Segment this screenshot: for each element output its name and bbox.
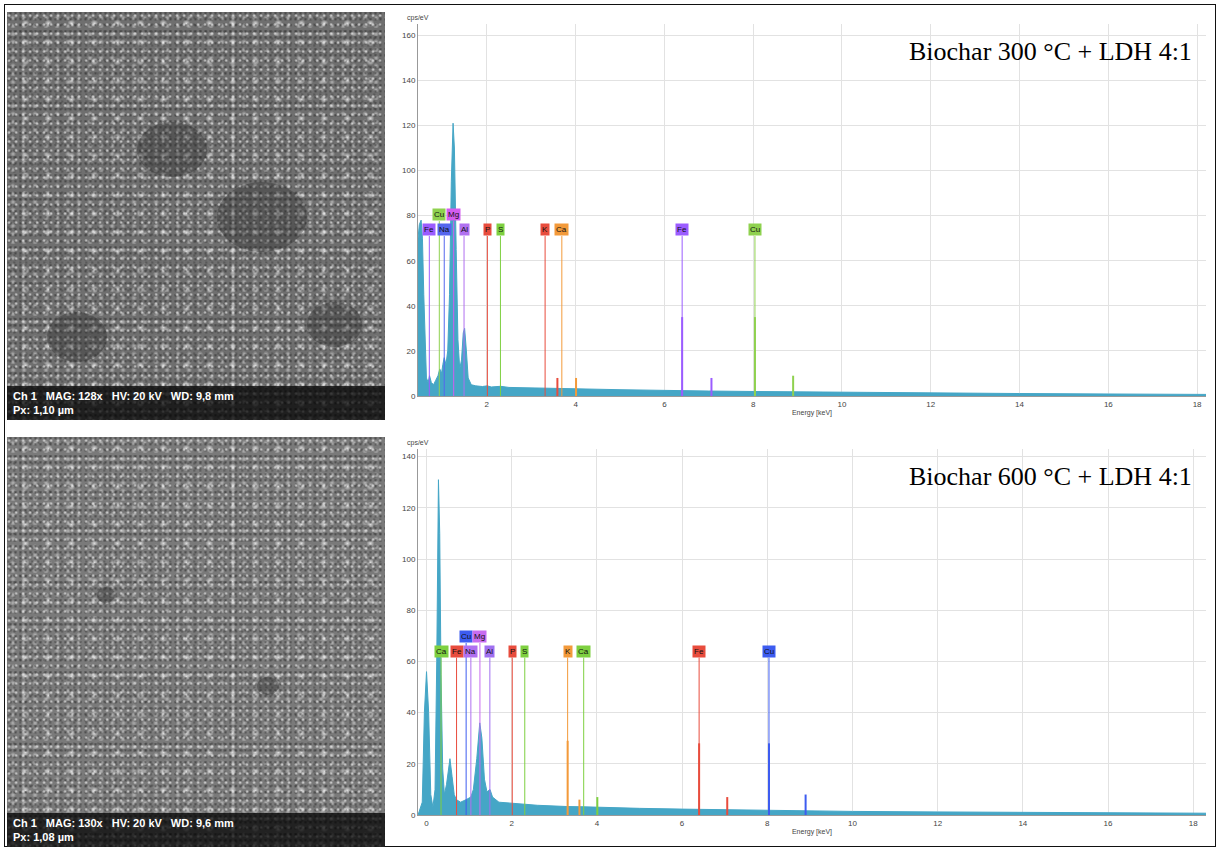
svg-text:Energy [keV]: Energy [keV] xyxy=(792,409,832,417)
html-text:WD: 9,8 mm: WD: 9,8 mm xyxy=(170,390,234,402)
svg-text:4: 4 xyxy=(595,819,600,828)
svg-text:Cu: Cu xyxy=(434,210,444,219)
svg-text:20: 20 xyxy=(406,347,415,356)
svg-text:40: 40 xyxy=(406,708,415,717)
svg-text:16: 16 xyxy=(1104,400,1113,409)
svg-text:0: 0 xyxy=(424,819,429,828)
svg-text:10: 10 xyxy=(838,400,847,409)
svg-text:100: 100 xyxy=(402,555,416,564)
svg-text:Na: Na xyxy=(465,647,476,656)
svg-text:Energy [keV]: Energy [keV] xyxy=(792,828,832,836)
html-text:Px: 1,08 µm: Px: 1,08 µm xyxy=(13,831,74,843)
html-text:WD: 9,6 mm: WD: 9,6 mm xyxy=(170,817,234,829)
svg-text:120: 120 xyxy=(402,504,416,513)
html-text:MAG: 128x: MAG: 128x xyxy=(45,390,103,402)
svg-text:Biochar 300 °C + LDH 4:1: Biochar 300 °C + LDH 4:1 xyxy=(909,37,1192,66)
svg-text:Mg: Mg xyxy=(474,632,485,641)
svg-text:6: 6 xyxy=(662,400,667,409)
svg-text:8: 8 xyxy=(765,819,770,828)
svg-text:18: 18 xyxy=(1189,819,1198,828)
svg-text:160: 160 xyxy=(402,31,416,40)
svg-text:Cu: Cu xyxy=(764,647,774,656)
svg-text:Biochar 600 °C + LDH 4:1: Biochar 600 °C + LDH 4:1 xyxy=(909,462,1192,491)
svg-text:K: K xyxy=(565,647,571,656)
html-text:MAG: 130x: MAG: 130x xyxy=(45,817,103,829)
svg-text:140: 140 xyxy=(402,76,416,85)
svg-text:P: P xyxy=(485,225,490,234)
svg-text:Mg: Mg xyxy=(448,210,459,219)
svg-text:60: 60 xyxy=(406,257,415,266)
svg-text:14: 14 xyxy=(1018,819,1027,828)
svg-text:Al: Al xyxy=(486,647,493,656)
svg-text:0: 0 xyxy=(411,392,416,401)
svg-text:Al: Al xyxy=(461,225,468,234)
html-text:Ch 1: Ch 1 xyxy=(13,390,37,402)
svg-text:60: 60 xyxy=(406,657,415,666)
svg-text:cps/eV: cps/eV xyxy=(407,14,429,22)
svg-text:0: 0 xyxy=(411,811,416,820)
html-text:Px: 1,10 µm: Px: 1,10 µm xyxy=(13,404,74,416)
svg-text:2: 2 xyxy=(509,819,514,828)
html-text:HV: 20 kV: HV: 20 kV xyxy=(111,390,162,402)
svg-text:18: 18 xyxy=(1193,400,1202,409)
svg-text:Fe: Fe xyxy=(694,647,704,656)
svg-text:14: 14 xyxy=(1015,400,1024,409)
svg-text:40: 40 xyxy=(406,302,415,311)
svg-text:80: 80 xyxy=(406,606,415,615)
svg-text:Fe: Fe xyxy=(677,225,687,234)
svg-text:2: 2 xyxy=(485,400,490,409)
svg-text:Cu: Cu xyxy=(750,225,760,234)
svg-text:Na: Na xyxy=(439,225,450,234)
svg-text:6: 6 xyxy=(680,819,685,828)
svg-text:120: 120 xyxy=(402,121,416,130)
svg-text:12: 12 xyxy=(926,400,935,409)
svg-text:4: 4 xyxy=(573,400,578,409)
svg-text:Cu: Cu xyxy=(461,632,471,641)
svg-text:8: 8 xyxy=(751,400,756,409)
svg-text:16: 16 xyxy=(1104,819,1113,828)
svg-text:Ca: Ca xyxy=(556,225,567,234)
svg-text:100: 100 xyxy=(402,166,416,175)
svg-text:10: 10 xyxy=(848,819,857,828)
svg-text:Fe: Fe xyxy=(424,225,434,234)
svg-text:cps/eV: cps/eV xyxy=(407,439,429,447)
svg-text:Ca: Ca xyxy=(436,647,447,656)
svg-text:S: S xyxy=(498,225,503,234)
svg-text:Ca: Ca xyxy=(578,647,589,656)
svg-text:12: 12 xyxy=(933,819,942,828)
html-text:HV: 20 kV: HV: 20 kV xyxy=(111,817,162,829)
svg-text:K: K xyxy=(542,225,548,234)
svg-text:20: 20 xyxy=(406,760,415,769)
svg-text:Fe: Fe xyxy=(452,647,462,656)
svg-text:S: S xyxy=(522,647,527,656)
svg-text:80: 80 xyxy=(406,211,415,220)
svg-text:140: 140 xyxy=(402,452,416,461)
html-text:Ch 1: Ch 1 xyxy=(13,817,37,829)
svg-text:P: P xyxy=(510,647,515,656)
